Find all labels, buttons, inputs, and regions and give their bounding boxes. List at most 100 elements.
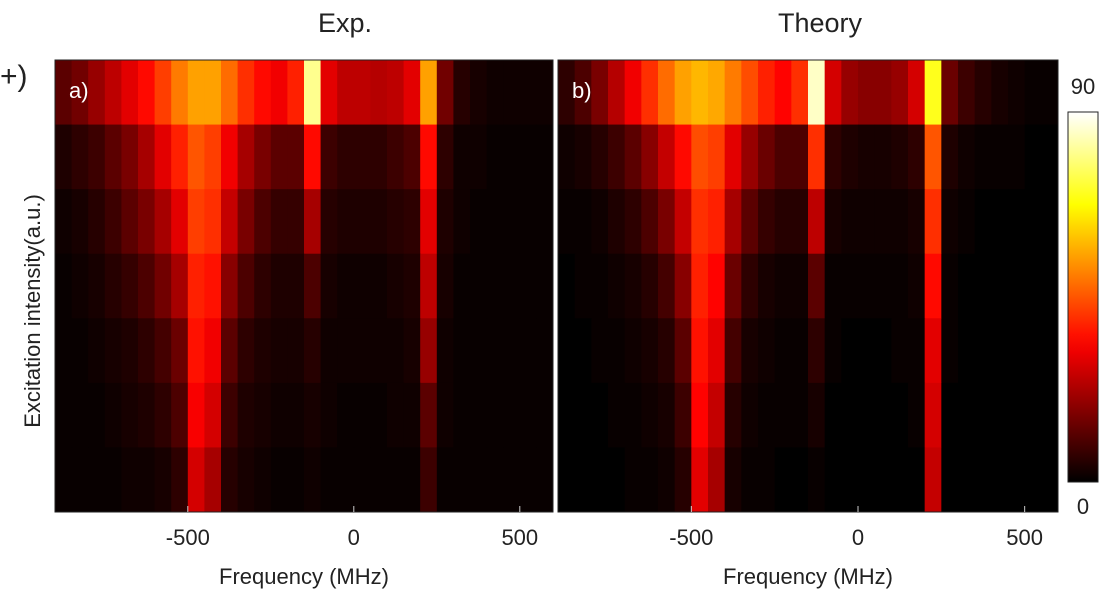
heat-cell	[237, 253, 255, 319]
heat-cell	[941, 124, 959, 190]
heat-cell	[941, 318, 959, 384]
heat-cell	[608, 124, 626, 190]
heat-cell	[591, 447, 609, 513]
heat-cell	[691, 447, 709, 513]
heat-cell	[370, 60, 388, 126]
heat-cell	[991, 253, 1009, 319]
heat-cell	[187, 382, 205, 448]
heat-cell	[121, 318, 139, 384]
heat-cell	[874, 382, 892, 448]
heat-cell	[924, 124, 942, 190]
heat-cell	[387, 382, 405, 448]
colorbar-tick-label: 0	[1077, 494, 1089, 519]
heat-cell	[874, 318, 892, 384]
heat-cell	[519, 124, 537, 190]
heat-cell	[88, 318, 106, 384]
heat-cell	[608, 318, 626, 384]
heat-cell	[470, 382, 488, 448]
heat-cell	[808, 189, 826, 255]
heat-cell	[741, 382, 759, 448]
heat-cell	[104, 189, 122, 255]
heat-cell	[674, 447, 692, 513]
heat-cell	[791, 382, 809, 448]
heat-cell	[674, 253, 692, 319]
heat-cell	[558, 447, 576, 513]
heat-cell	[924, 253, 942, 319]
heat-cell	[370, 253, 388, 319]
heat-cell	[974, 318, 992, 384]
heat-cell	[519, 318, 537, 384]
heat-cell	[691, 253, 709, 319]
heat-cell	[138, 253, 156, 319]
heat-cell	[1041, 60, 1059, 126]
heat-cell	[337, 447, 355, 513]
heat-cell	[641, 60, 659, 126]
heat-cell	[221, 447, 239, 513]
heat-cell	[741, 124, 759, 190]
heat-cell	[337, 318, 355, 384]
heat-cell	[254, 318, 272, 384]
heat-cell	[724, 124, 742, 190]
heat-cell	[55, 124, 73, 190]
heat-cell	[337, 189, 355, 255]
heat-cell	[858, 60, 876, 126]
heat-cell	[774, 124, 792, 190]
heat-cell	[138, 60, 156, 126]
heat-cell	[708, 447, 726, 513]
heat-cell	[624, 318, 642, 384]
heat-cell	[171, 318, 189, 384]
heat-cell	[924, 382, 942, 448]
heat-cell	[891, 124, 909, 190]
heat-cell	[270, 60, 288, 126]
heat-cell	[304, 253, 322, 319]
heat-cell	[591, 189, 609, 255]
heat-cell	[254, 189, 272, 255]
heat-cell	[858, 124, 876, 190]
heat-cell	[486, 447, 504, 513]
heat-cell	[1008, 60, 1026, 126]
heat-cell	[874, 189, 892, 255]
heat-cell	[287, 382, 305, 448]
heat-cell	[558, 318, 576, 384]
heat-cell	[774, 189, 792, 255]
heat-cell	[774, 253, 792, 319]
x-tick-label: -500	[166, 525, 210, 550]
heat-cell	[154, 382, 172, 448]
heat-cell	[55, 189, 73, 255]
heat-cell	[536, 447, 554, 513]
heat-cell	[486, 318, 504, 384]
heat-cell	[503, 189, 521, 255]
heat-cell	[353, 318, 371, 384]
heat-cell	[187, 124, 205, 190]
heat-cell	[270, 447, 288, 513]
heat-cell	[71, 189, 89, 255]
heat-cell	[254, 124, 272, 190]
margin-text: +)	[0, 60, 28, 93]
heat-cell	[641, 382, 659, 448]
heat-cell	[908, 318, 926, 384]
panel-title: Exp.	[318, 8, 372, 38]
heat-cell	[121, 447, 139, 513]
heat-cell	[691, 189, 709, 255]
heat-cell	[758, 189, 776, 255]
heat-cell	[624, 60, 642, 126]
heat-cell	[121, 253, 139, 319]
heat-cell	[187, 189, 205, 255]
heat-cell	[624, 382, 642, 448]
heat-cell	[287, 253, 305, 319]
heat-cell	[503, 60, 521, 126]
colorbar-tick-label: 90	[1071, 74, 1095, 99]
heat-cell	[1041, 318, 1059, 384]
heat-cell	[486, 124, 504, 190]
heat-cell	[171, 253, 189, 319]
heat-cell	[154, 253, 172, 319]
heat-cell	[841, 447, 859, 513]
heat-cell	[138, 189, 156, 255]
heat-cell	[724, 447, 742, 513]
heat-cell	[221, 382, 239, 448]
heat-cell	[1008, 318, 1026, 384]
heat-cell	[536, 253, 554, 319]
heat-cell	[958, 124, 976, 190]
heat-cell	[791, 253, 809, 319]
heat-cell	[71, 382, 89, 448]
